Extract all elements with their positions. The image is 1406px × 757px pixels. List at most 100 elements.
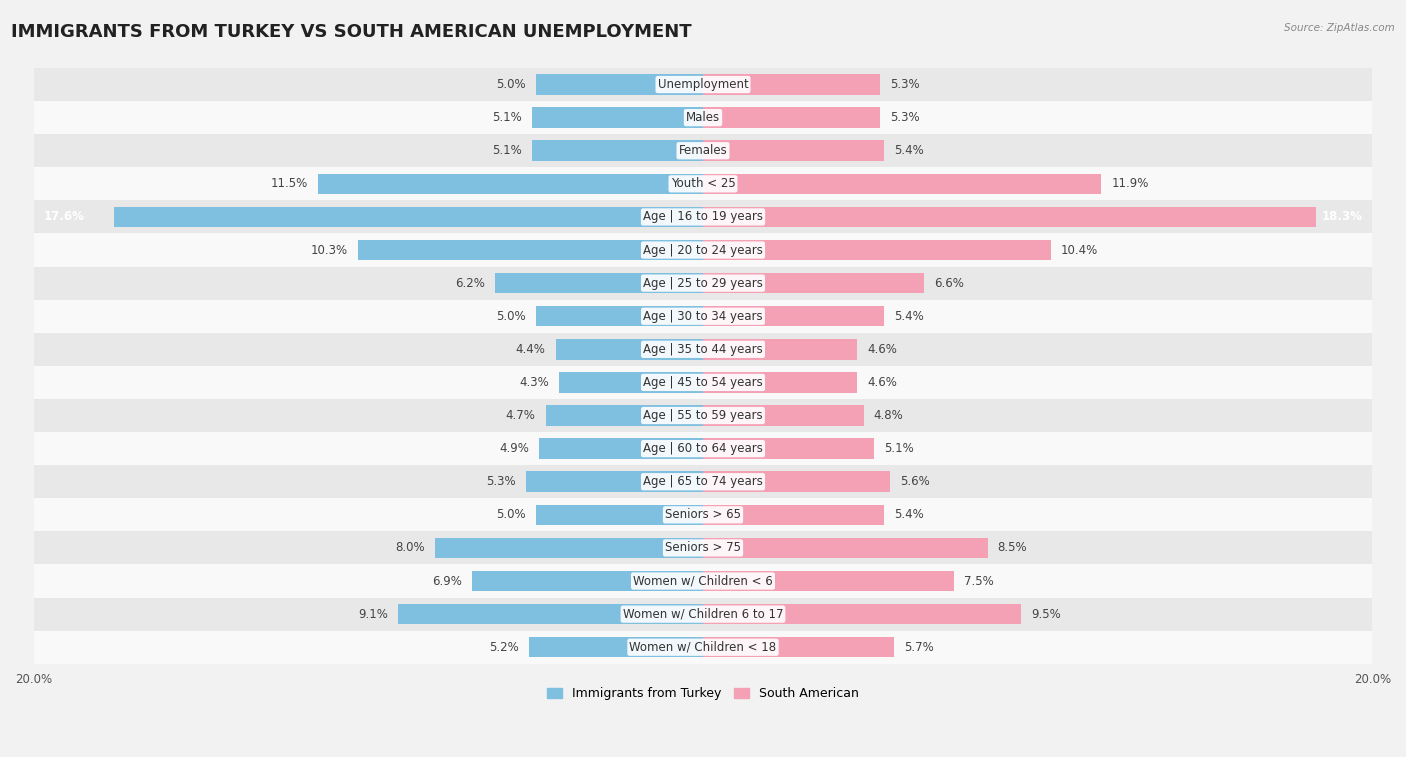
Text: 5.6%: 5.6% bbox=[900, 475, 931, 488]
Bar bbox=[546, 405, 703, 425]
Bar bbox=[34, 597, 1372, 631]
Text: 11.9%: 11.9% bbox=[1111, 177, 1149, 190]
Bar bbox=[536, 306, 703, 326]
Text: Seniors > 75: Seniors > 75 bbox=[665, 541, 741, 554]
Bar bbox=[34, 333, 1372, 366]
Text: 9.1%: 9.1% bbox=[359, 608, 388, 621]
Bar bbox=[318, 173, 703, 194]
Bar bbox=[703, 637, 894, 658]
Text: 5.0%: 5.0% bbox=[496, 310, 526, 322]
Text: 5.3%: 5.3% bbox=[890, 78, 920, 91]
Text: 5.1%: 5.1% bbox=[884, 442, 914, 455]
Text: 5.1%: 5.1% bbox=[492, 111, 522, 124]
Text: Age | 60 to 64 years: Age | 60 to 64 years bbox=[643, 442, 763, 455]
Text: 6.2%: 6.2% bbox=[456, 276, 485, 290]
Bar bbox=[703, 505, 884, 525]
Bar bbox=[526, 472, 703, 492]
Text: 10.4%: 10.4% bbox=[1062, 244, 1098, 257]
Bar bbox=[114, 207, 703, 227]
Bar bbox=[398, 604, 703, 625]
Bar bbox=[555, 339, 703, 360]
Bar bbox=[703, 74, 880, 95]
Bar bbox=[529, 637, 703, 658]
Text: 5.4%: 5.4% bbox=[894, 145, 924, 157]
Bar bbox=[34, 266, 1372, 300]
Text: 5.7%: 5.7% bbox=[904, 640, 934, 654]
Bar bbox=[703, 405, 863, 425]
Bar bbox=[703, 571, 955, 591]
Bar bbox=[34, 300, 1372, 333]
Text: Age | 16 to 19 years: Age | 16 to 19 years bbox=[643, 210, 763, 223]
Bar bbox=[703, 604, 1021, 625]
Text: 5.4%: 5.4% bbox=[894, 508, 924, 522]
Bar bbox=[436, 537, 703, 558]
Bar bbox=[560, 372, 703, 393]
Bar bbox=[703, 173, 1101, 194]
Text: Age | 25 to 29 years: Age | 25 to 29 years bbox=[643, 276, 763, 290]
Text: 9.5%: 9.5% bbox=[1031, 608, 1060, 621]
Text: 7.5%: 7.5% bbox=[965, 575, 994, 587]
Text: 4.4%: 4.4% bbox=[516, 343, 546, 356]
Bar bbox=[34, 233, 1372, 266]
Bar bbox=[359, 240, 703, 260]
Text: 10.3%: 10.3% bbox=[311, 244, 349, 257]
Text: 11.5%: 11.5% bbox=[271, 177, 308, 190]
Text: Age | 20 to 24 years: Age | 20 to 24 years bbox=[643, 244, 763, 257]
Text: Males: Males bbox=[686, 111, 720, 124]
Text: 18.3%: 18.3% bbox=[1322, 210, 1362, 223]
Text: Unemployment: Unemployment bbox=[658, 78, 748, 91]
Text: 5.0%: 5.0% bbox=[496, 508, 526, 522]
Bar bbox=[703, 438, 873, 459]
Bar bbox=[34, 134, 1372, 167]
Bar bbox=[34, 432, 1372, 465]
Bar bbox=[703, 537, 987, 558]
Bar bbox=[34, 399, 1372, 432]
Bar bbox=[536, 74, 703, 95]
Text: Women w/ Children 6 to 17: Women w/ Children 6 to 17 bbox=[623, 608, 783, 621]
Bar bbox=[34, 101, 1372, 134]
Bar bbox=[703, 273, 924, 294]
Text: Women w/ Children < 18: Women w/ Children < 18 bbox=[630, 640, 776, 654]
Text: 5.2%: 5.2% bbox=[489, 640, 519, 654]
Bar bbox=[703, 306, 884, 326]
Text: 4.7%: 4.7% bbox=[506, 409, 536, 422]
Text: 17.6%: 17.6% bbox=[44, 210, 84, 223]
Bar bbox=[34, 498, 1372, 531]
Bar bbox=[34, 565, 1372, 597]
Bar bbox=[533, 107, 703, 128]
Text: Age | 35 to 44 years: Age | 35 to 44 years bbox=[643, 343, 763, 356]
Bar bbox=[495, 273, 703, 294]
Bar bbox=[34, 366, 1372, 399]
Text: 5.1%: 5.1% bbox=[492, 145, 522, 157]
Text: Age | 45 to 54 years: Age | 45 to 54 years bbox=[643, 376, 763, 389]
Text: IMMIGRANTS FROM TURKEY VS SOUTH AMERICAN UNEMPLOYMENT: IMMIGRANTS FROM TURKEY VS SOUTH AMERICAN… bbox=[11, 23, 692, 41]
Text: Age | 30 to 34 years: Age | 30 to 34 years bbox=[643, 310, 763, 322]
Text: Source: ZipAtlas.com: Source: ZipAtlas.com bbox=[1284, 23, 1395, 33]
Text: 8.0%: 8.0% bbox=[395, 541, 425, 554]
Text: 4.3%: 4.3% bbox=[519, 376, 548, 389]
Bar bbox=[34, 167, 1372, 201]
Bar bbox=[34, 465, 1372, 498]
Bar bbox=[34, 68, 1372, 101]
Text: 4.6%: 4.6% bbox=[868, 343, 897, 356]
Text: Age | 55 to 59 years: Age | 55 to 59 years bbox=[643, 409, 763, 422]
Text: 4.9%: 4.9% bbox=[499, 442, 529, 455]
Bar bbox=[703, 207, 1316, 227]
Bar bbox=[472, 571, 703, 591]
Text: 4.8%: 4.8% bbox=[873, 409, 904, 422]
Bar bbox=[703, 472, 890, 492]
Text: Women w/ Children < 6: Women w/ Children < 6 bbox=[633, 575, 773, 587]
Bar bbox=[34, 531, 1372, 565]
Text: 4.6%: 4.6% bbox=[868, 376, 897, 389]
Text: Seniors > 65: Seniors > 65 bbox=[665, 508, 741, 522]
Text: 8.5%: 8.5% bbox=[997, 541, 1028, 554]
Bar bbox=[703, 372, 858, 393]
Bar bbox=[34, 201, 1372, 233]
Text: Age | 65 to 74 years: Age | 65 to 74 years bbox=[643, 475, 763, 488]
Bar bbox=[703, 107, 880, 128]
Bar bbox=[703, 339, 858, 360]
Text: 5.3%: 5.3% bbox=[486, 475, 516, 488]
Text: Females: Females bbox=[679, 145, 727, 157]
Bar bbox=[533, 141, 703, 161]
Text: 6.6%: 6.6% bbox=[934, 276, 965, 290]
